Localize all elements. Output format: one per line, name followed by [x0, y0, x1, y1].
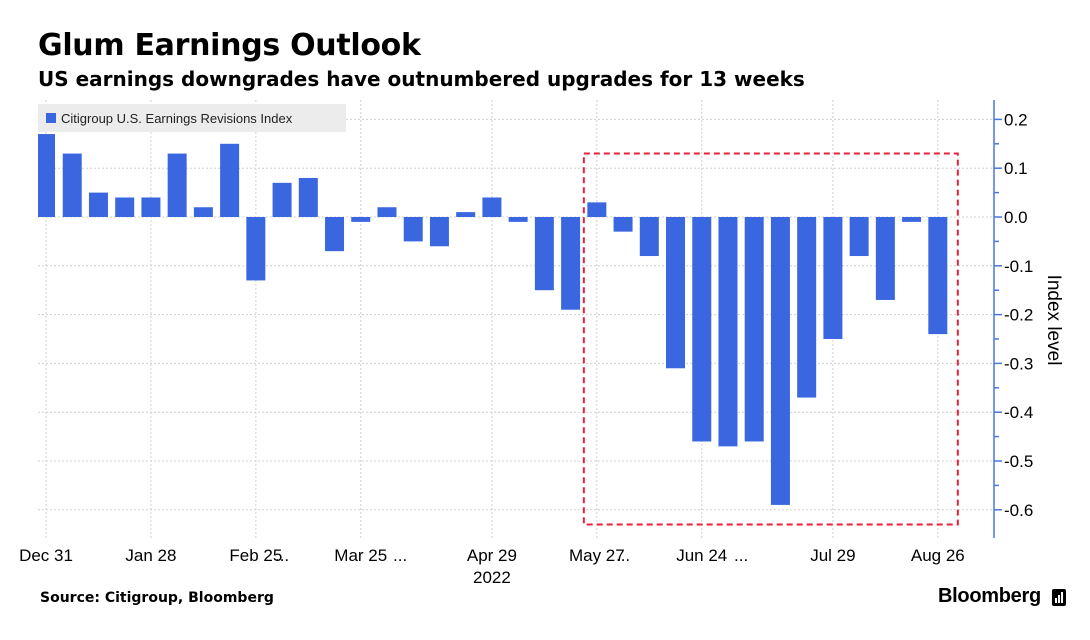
- bloomberg-terminal-icon: [1052, 589, 1066, 606]
- x-tick-label: Mar 25: [334, 546, 387, 565]
- x-tick-label: Jun 24: [676, 546, 727, 565]
- y-axis: 0.2 0.1 0.0 -0.1 -0.2 -0.3 -0.4 -0.5 -0.6: [993, 100, 1033, 538]
- bar: [429, 217, 449, 247]
- y-tick-label: -0.3: [1004, 354, 1033, 373]
- x-tick-label: Jul 29: [810, 546, 855, 565]
- chart-title: Glum Earnings Outlook: [38, 28, 421, 63]
- x-tick-label: Dec 31: [19, 546, 73, 565]
- bar: [377, 207, 397, 217]
- legend-label: Citigroup U.S. Earnings Revisions Index: [61, 111, 293, 126]
- bar: [902, 217, 922, 222]
- y-tick-label: -0.6: [1004, 501, 1033, 520]
- bar: [875, 217, 895, 300]
- y-tick-label: -0.4: [1004, 403, 1033, 422]
- legend-swatch: [46, 113, 56, 123]
- bar: [692, 217, 712, 442]
- x-year-label: 2022: [473, 568, 511, 587]
- bar: [246, 217, 266, 281]
- bar: [561, 217, 581, 310]
- bar: [62, 153, 82, 217]
- bar: [770, 217, 790, 505]
- bar: [639, 217, 659, 257]
- x-tick-label: ...: [393, 546, 407, 565]
- x-tick-label: Apr 29: [467, 546, 517, 565]
- x-tick-label: ...: [734, 546, 748, 565]
- y-tick-label: 0.1: [1004, 159, 1028, 178]
- y-tick-label: -0.2: [1004, 306, 1033, 325]
- x-tick-label: Aug 26: [911, 546, 965, 565]
- bloomberg-logo: Bloomberg: [938, 585, 1041, 607]
- bar: [220, 143, 240, 217]
- chart-subtitle: US earnings downgrades have outnumbered …: [38, 67, 805, 91]
- legend: Citigroup U.S. Earnings Revisions Index: [38, 104, 346, 132]
- bar: [167, 153, 187, 217]
- bar: [613, 217, 633, 232]
- y-tick-label: 0.0: [1004, 208, 1028, 227]
- x-tick-label: Feb 25: [229, 546, 282, 565]
- legend-background: [38, 104, 346, 132]
- bar: [272, 182, 292, 217]
- bar: [508, 217, 528, 222]
- x-tick-label: ...: [275, 546, 289, 565]
- bar: [718, 217, 738, 447]
- y-tick-label: -0.5: [1004, 452, 1033, 471]
- bar: [298, 177, 318, 217]
- bar: [797, 217, 817, 398]
- bar: [823, 217, 843, 339]
- bar: [38, 134, 55, 217]
- bar: [141, 197, 161, 217]
- source-note: Source: Citigroup, Bloomberg: [40, 590, 274, 606]
- bar: [666, 217, 686, 369]
- bar: [482, 197, 502, 217]
- bar: [88, 192, 108, 217]
- bar: [456, 212, 476, 217]
- bar: [744, 217, 764, 442]
- bars: [38, 134, 948, 505]
- bar: [849, 217, 869, 257]
- bar: [351, 217, 371, 222]
- bar: [115, 197, 135, 217]
- x-tick-label: ...: [616, 546, 630, 565]
- y-tick-label: -0.1: [1004, 257, 1033, 276]
- bar: [587, 202, 607, 217]
- bar: [928, 217, 948, 335]
- y-axis-label: Index level: [1043, 275, 1064, 366]
- bar: [403, 217, 423, 242]
- bar: [325, 217, 345, 252]
- x-tick-label: Jan 28: [125, 546, 176, 565]
- bar: [534, 217, 554, 291]
- x-axis: Dec 31 Jan 28 Feb 25... Mar 25... Apr 29 May …: [19, 546, 965, 587]
- highlight-region: [582, 152, 959, 526]
- highlight-box: [582, 152, 959, 526]
- bar: [193, 207, 213, 217]
- x-tick-label: May 27: [569, 546, 625, 565]
- y-tick-label: 0.2: [1004, 110, 1028, 129]
- gridlines: [38, 100, 994, 538]
